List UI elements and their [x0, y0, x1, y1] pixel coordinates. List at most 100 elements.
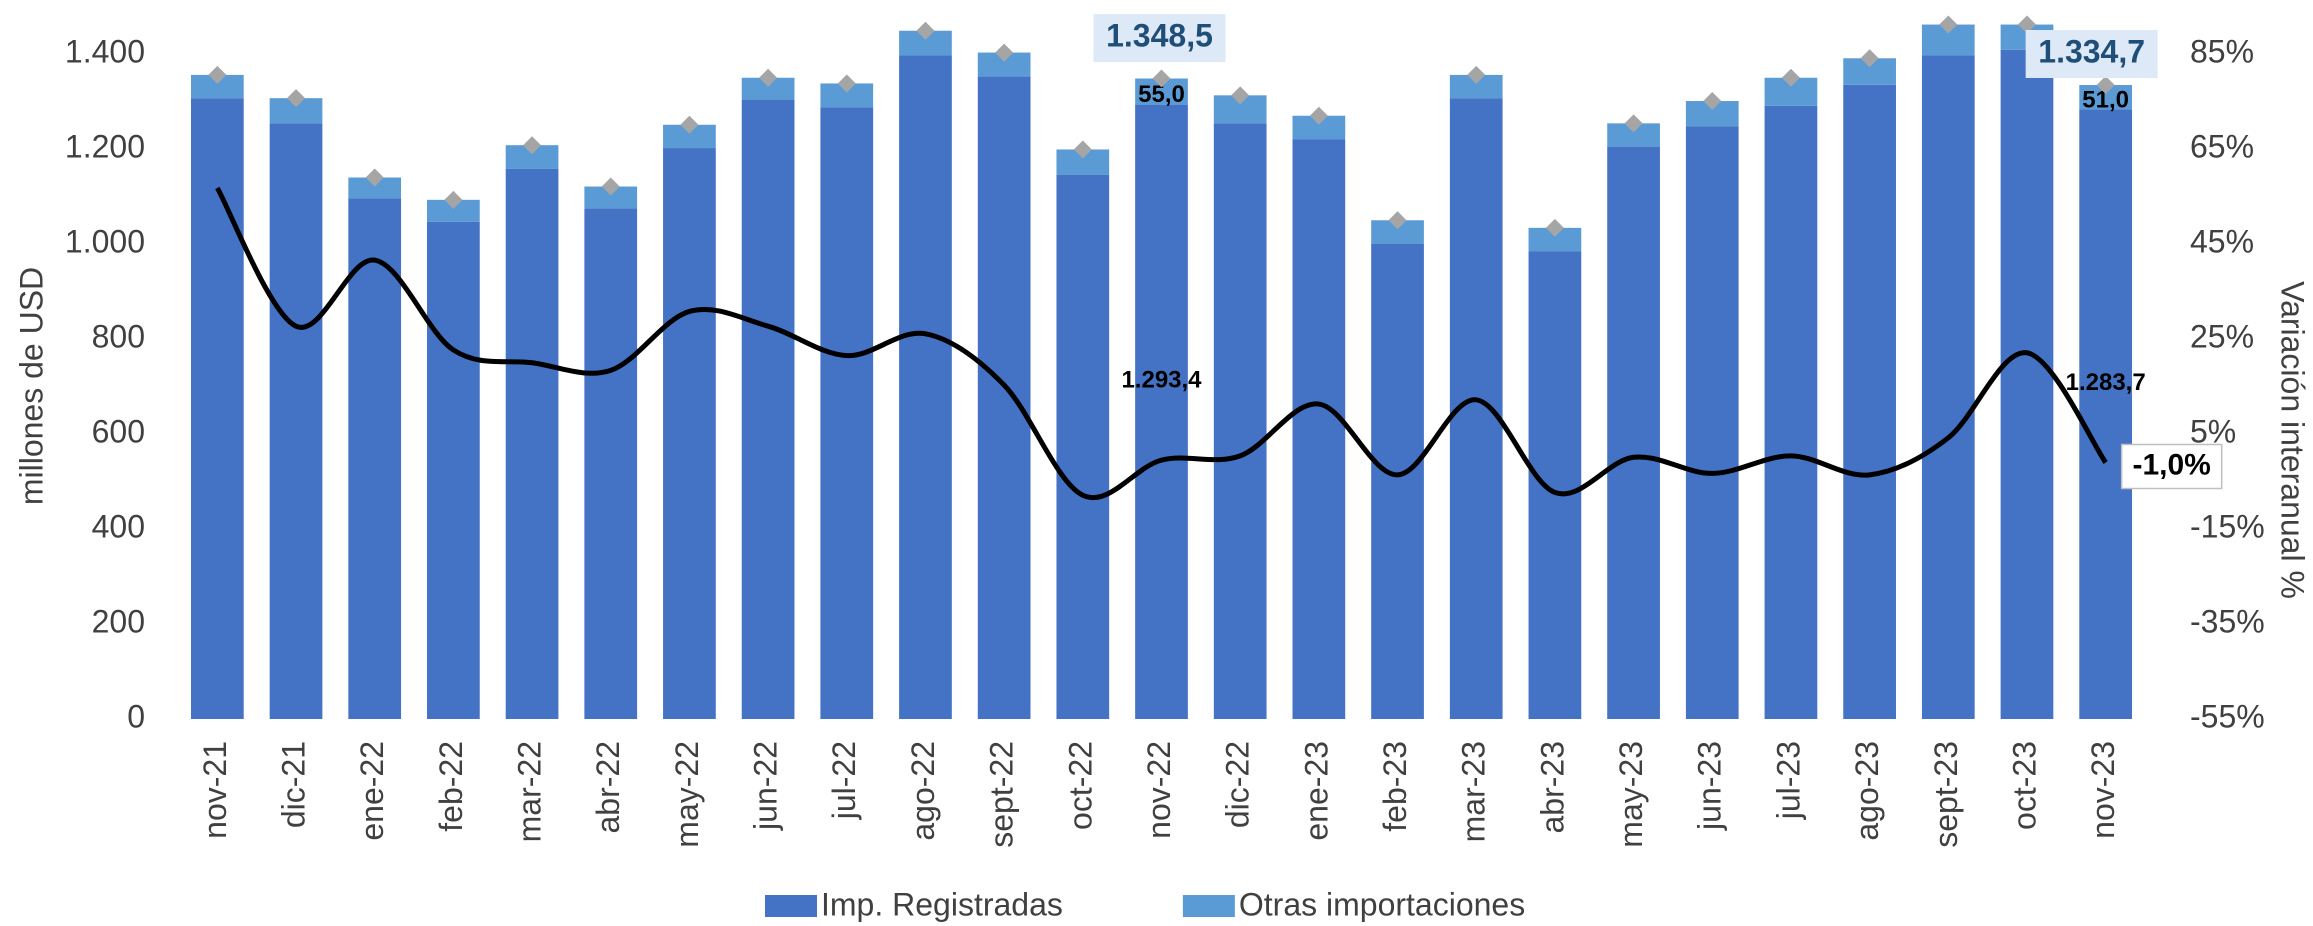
total-marker [444, 190, 463, 209]
y-tick-label: 800 [92, 318, 145, 354]
total-marker [208, 65, 227, 84]
x-tick-label: ago-22 [905, 741, 941, 841]
bar-segment [190, 74, 244, 99]
total-marker [1939, 15, 1958, 34]
y2-tick-label: 45% [2190, 223, 2254, 259]
x-tick-label: nov-23 [2085, 741, 2121, 839]
bar-segment [584, 186, 638, 209]
y-tick-label: 400 [92, 508, 145, 544]
total-marker [1152, 69, 1171, 88]
bar-segment [505, 168, 559, 719]
bar-segment [2079, 109, 2133, 720]
total-marker [1467, 65, 1486, 84]
bar-segment [1292, 139, 1346, 719]
line [215, 186, 2108, 500]
legend-swatch [765, 895, 817, 917]
total-marker [1781, 68, 1800, 87]
bar-segment [1528, 251, 1582, 719]
bar-segment [1371, 244, 1424, 719]
y2-axis-title: Variación interanual % [2275, 281, 2311, 599]
y-tick-label: 600 [92, 413, 145, 449]
total-marker [365, 168, 384, 187]
y-tick-label: 1.200 [65, 128, 145, 164]
x-tick-label: may-23 [1613, 741, 1649, 848]
total-marker [1388, 211, 1407, 230]
annotation: 1.348,5 [1106, 17, 1213, 53]
bar-segment [584, 208, 638, 719]
bar-segment [899, 55, 952, 720]
bar-segment [663, 124, 716, 149]
total-marker [759, 68, 778, 87]
y2-tick-label: 5% [2190, 413, 2236, 449]
x-tick-label: ago-23 [1849, 741, 1885, 841]
bar-segment [427, 199, 480, 222]
y2-tick-label: -35% [2190, 603, 2265, 639]
x-tick-label: sept-23 [1928, 741, 1964, 848]
y-tick-label: 1.400 [65, 33, 145, 69]
bar-segment [1685, 126, 1739, 719]
bar-segment [348, 198, 402, 719]
x-tick-label: oct-22 [1062, 741, 1098, 830]
total-marker [1309, 106, 1328, 125]
bar-segment [1213, 123, 1267, 720]
x-tick-label: dic-22 [1220, 741, 1256, 828]
x-tick-label: sept-22 [984, 741, 1020, 848]
bar-segment [427, 221, 480, 720]
data-label: -1,0% [2132, 448, 2210, 481]
bar-segment [741, 77, 795, 100]
total-marker [680, 115, 699, 134]
bar-segment [190, 98, 244, 720]
total-marker [916, 21, 935, 40]
bar-segment [505, 145, 559, 169]
total-marker [523, 136, 542, 155]
data-label: 1.293,4 [1121, 366, 1202, 393]
x-tick-label: jul-23 [1770, 741, 1806, 820]
x-tick-label: jun-22 [748, 741, 784, 831]
x-tick-label: abr-22 [590, 741, 626, 834]
bar-segment [663, 148, 716, 720]
bar-segment [2000, 49, 2054, 720]
x-tick-label: mar-23 [1456, 741, 1492, 842]
x-tick-label: mar-22 [512, 741, 548, 842]
total-marker [837, 74, 856, 93]
x-tick-label: may-22 [669, 741, 705, 848]
x-tick-label: jul-22 [826, 741, 862, 820]
x-tick-label: jun-23 [1692, 741, 1728, 831]
x-tick-label: feb-22 [433, 741, 469, 832]
bar-segment [1843, 84, 1896, 719]
bar-segment [1056, 174, 1110, 719]
legend-swatch [1182, 895, 1235, 917]
total-marker [601, 177, 620, 196]
x-tick-label: ene-22 [354, 741, 390, 841]
x-tick-label: feb-23 [1377, 741, 1413, 832]
annotation: 1.334,7 [2038, 33, 2145, 69]
x-tick-label: abr-23 [1534, 741, 1570, 834]
bar-segment [1607, 123, 1660, 147]
legend-label: Imp. Registradas [821, 886, 1063, 922]
y-tick-label: 1.000 [65, 223, 145, 259]
bar-segment [1449, 74, 1503, 99]
x-tick-label: nov-21 [197, 741, 233, 839]
bar-segment [1921, 55, 1975, 720]
total-marker [1545, 218, 1564, 237]
bar-segment [1607, 146, 1660, 719]
bar-segment [820, 107, 874, 719]
bar-segment [269, 123, 323, 720]
y2-tick-label: -15% [2190, 508, 2265, 544]
x-tick-label: oct-23 [2006, 741, 2042, 830]
bar-segment [977, 76, 1031, 719]
y2-tick-label: 65% [2190, 128, 2254, 164]
bar-segment [977, 52, 1031, 77]
annotation-box [1093, 14, 1226, 62]
x-tick-label: dic-21 [275, 741, 311, 828]
y2-tick-label: -55% [2190, 698, 2265, 734]
bar-segment [820, 83, 874, 108]
bar-segment [1528, 227, 1582, 252]
total-marker [1703, 92, 1722, 111]
total-marker [287, 89, 306, 108]
total-marker [1231, 86, 1250, 105]
bar-segment [1292, 115, 1346, 140]
y-axis-title: millones de USD [13, 267, 49, 505]
bar-segment [1764, 105, 1818, 719]
label-box [2120, 443, 2223, 490]
